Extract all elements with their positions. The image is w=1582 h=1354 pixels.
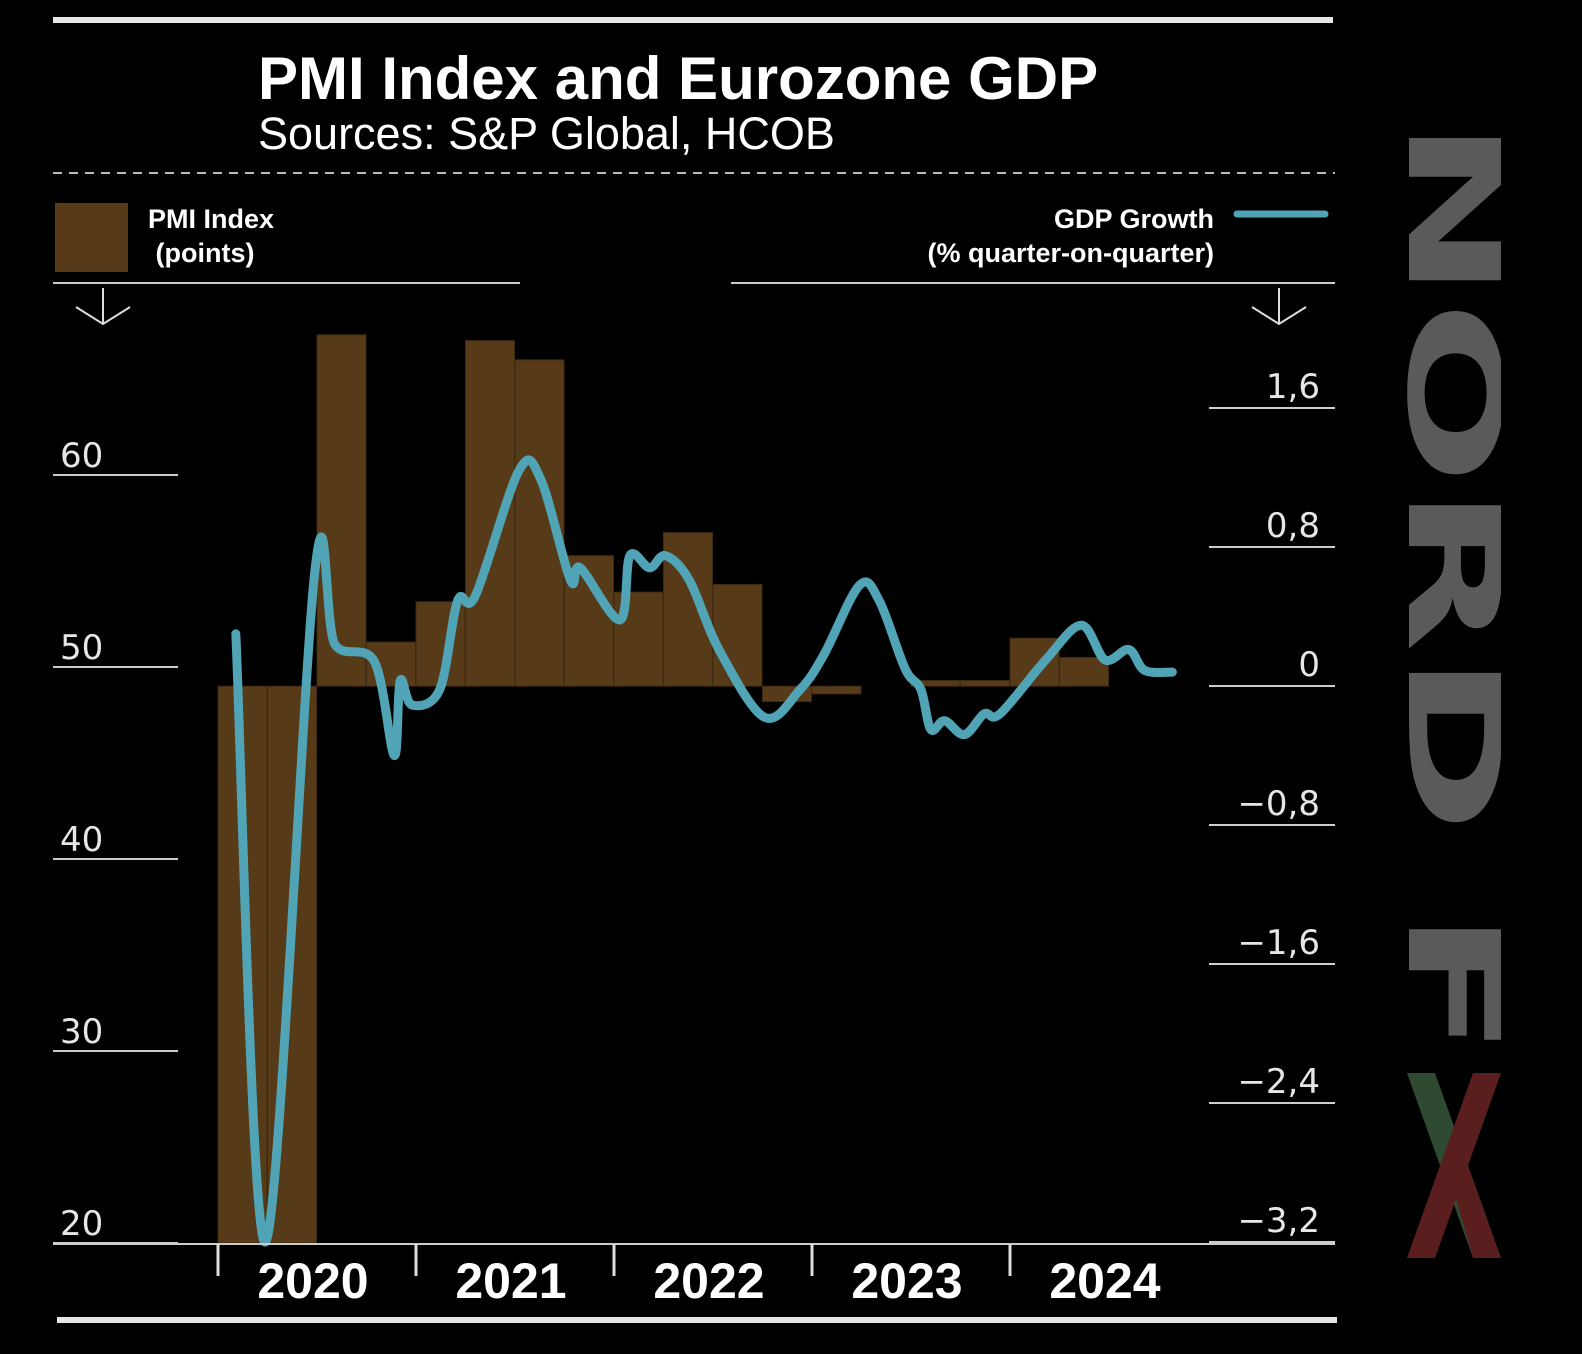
right-tick-label: 0,8 <box>1266 506 1320 546</box>
left-tick-label: 20 <box>60 1204 103 1244</box>
left-tick-label: 60 <box>60 436 103 476</box>
legend-gdp-line1: GDP Growth <box>1053 204 1214 234</box>
left-tick-label: 50 <box>60 628 103 668</box>
nordfx-logo: NORD F <box>1405 118 1501 1258</box>
arrow-down-icon <box>75 288 131 326</box>
legend-pmi-line1: PMI Index <box>148 204 275 234</box>
right-tick-label: −3,2 <box>1237 1201 1320 1241</box>
legend-gdp: GDP Growth (% quarter-on-quarter) <box>927 202 1214 270</box>
bottom-rule <box>57 1317 1337 1323</box>
pmi-bar-2022Q3 <box>712 583 763 687</box>
chart-title: PMI Index and Eurozone GDP <box>258 45 1099 112</box>
x-tick-label: 2020 <box>257 1253 368 1309</box>
legend-pmi: PMI Index (points) <box>148 202 274 270</box>
right-tick-label: 0 <box>1298 645 1320 685</box>
svg-text:NORD F: NORD F <box>1405 118 1501 1058</box>
legend-swatch-pmi <box>55 203 128 272</box>
arrow-down-icon <box>1251 288 1307 326</box>
x-tick-label: 2022 <box>653 1253 764 1309</box>
pmi-bar-2023Q1 <box>811 685 862 695</box>
left-tick-label: 30 <box>60 1012 103 1052</box>
top-rule <box>53 17 1333 23</box>
legend-gdp-line2: (% quarter-on-quarter) <box>927 238 1214 268</box>
pmi-bar-2020Q3 <box>316 334 367 687</box>
x-tick-label: 2021 <box>455 1253 566 1309</box>
x-tick-label: 2024 <box>1049 1253 1160 1309</box>
right-tick-label: −1,6 <box>1237 923 1320 963</box>
x-tick-label: 2023 <box>851 1253 962 1309</box>
pmi-bar-2024Q2 <box>1059 656 1109 687</box>
pmi-bar-2023Q4 <box>960 679 1010 687</box>
right-tick-label: −0,8 <box>1237 784 1320 824</box>
chart-subtitle: Sources: S&P Global, HCOB <box>258 108 835 159</box>
left-tick-label: 40 <box>60 820 103 860</box>
gdp-growth-line <box>231 455 1177 1247</box>
right-tick-label: 1,6 <box>1266 367 1320 407</box>
right-tick-label: −2,4 <box>1237 1062 1320 1102</box>
pmi-bar-2022Q1 <box>613 591 664 687</box>
legend-pmi-line2: (points) <box>148 238 255 268</box>
logo-x-red <box>1407 1073 1501 1258</box>
